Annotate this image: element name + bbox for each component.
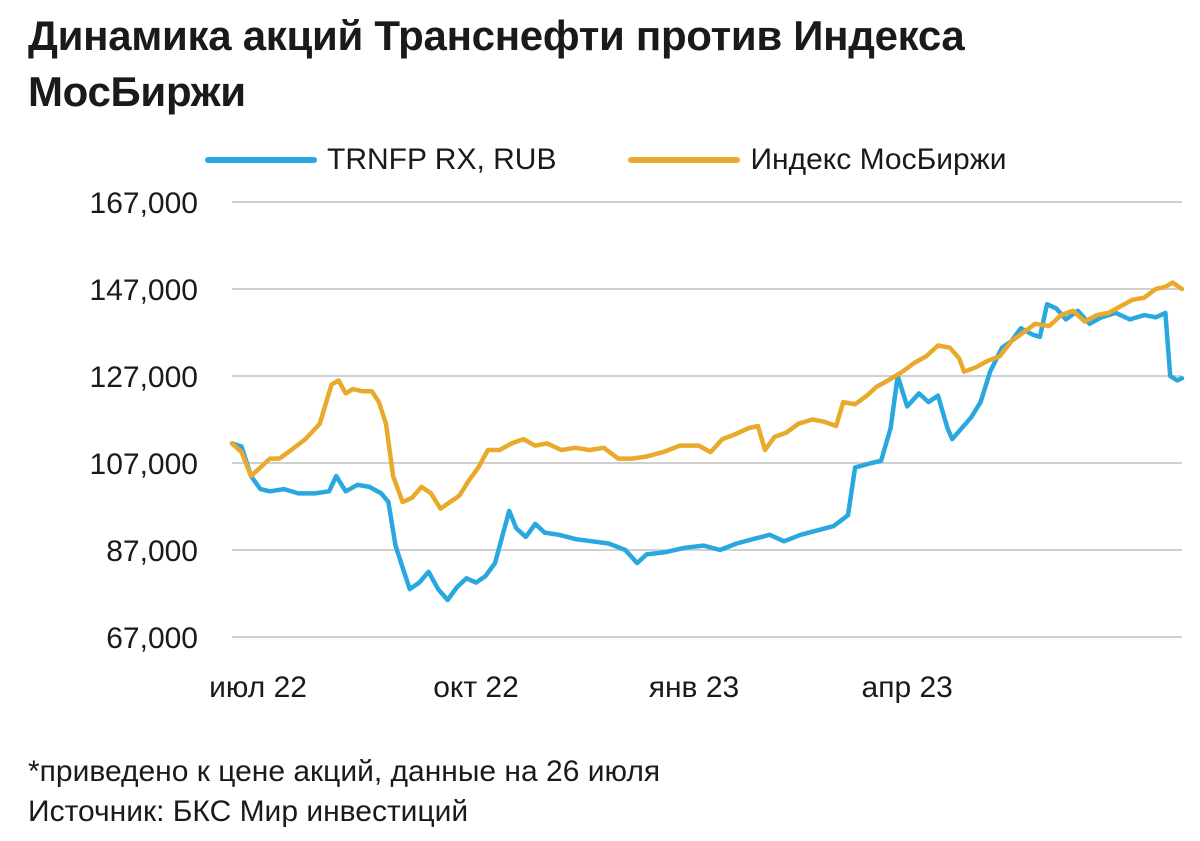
- y-tick-label: 127,000: [90, 361, 198, 394]
- series-line-trnfp: [229, 301, 1185, 603]
- y-tick-label: 87,000: [106, 535, 198, 568]
- legend-item-moex: Индекс МосБиржи: [628, 140, 1007, 180]
- footnote-note: *приведено к цене акций, данные на 26 ию…: [28, 755, 661, 788]
- series-lines: [229, 280, 1185, 603]
- y-axis-ticks: 67,000 87,000 107,000 127,000 147,000 167,000: [90, 187, 198, 655]
- chart-title: Динамика акций Транснефти против Индекса…: [28, 12, 965, 115]
- y-tick-label: 147,000: [90, 274, 198, 307]
- y-tick-label: 67,000: [106, 622, 198, 655]
- series-line-moex: [229, 280, 1185, 511]
- x-tick-label: окт 22: [433, 671, 519, 704]
- footnote-source: Источник: БКС Мир инвестиций: [28, 795, 469, 828]
- x-axis-ticks: июл 22 окт 22 янв 23 апр 23: [209, 671, 953, 704]
- gridlines: [232, 201, 1182, 638]
- legend-item-trnfp: TRNFP RX, RUB: [205, 140, 556, 180]
- line-chart: 67,000 87,000 107,000 127,000 147,000 167,000…: [90, 187, 1185, 704]
- legend-label-moex: Индекс МосБиржи: [750, 143, 1007, 176]
- legend-swatch-moex: [628, 157, 741, 163]
- y-tick-label: 167,000: [90, 187, 198, 220]
- legend-label-trnfp: TRNFP RX, RUB: [327, 143, 557, 176]
- x-tick-label: апр 23: [862, 671, 953, 704]
- x-tick-label: июл 22: [209, 671, 307, 704]
- legend-swatch-trnfp: [205, 157, 317, 163]
- y-tick-label: 107,000: [90, 448, 198, 481]
- x-tick-label: янв 23: [649, 671, 739, 704]
- chart-legend: TRNFP RX, RUB Индекс МосБиржи: [205, 140, 1079, 180]
